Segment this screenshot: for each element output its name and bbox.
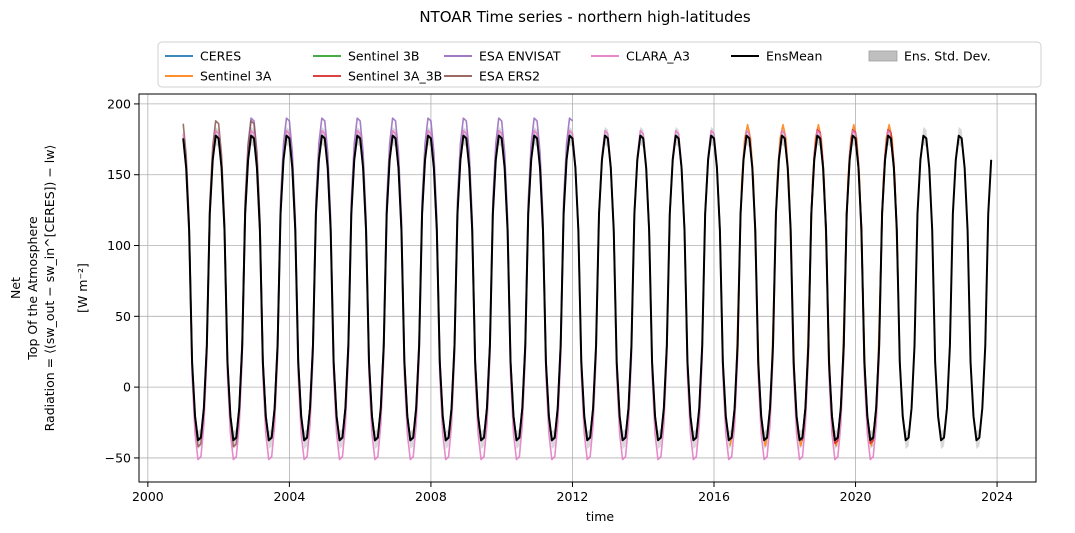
legend-label-ensmean: EnsMean bbox=[766, 49, 822, 64]
x-tick-label: 2004 bbox=[273, 489, 305, 504]
legend-label-ens-std-dev: Ens. Std. Dev. bbox=[904, 49, 991, 64]
x-tick-label: 2012 bbox=[557, 489, 589, 504]
legend-label-clara-a3: CLARA_A3 bbox=[626, 49, 690, 64]
y-axis-label: Net Top Of the Atmosphere Radiation = ⟨(sw… bbox=[8, 145, 90, 432]
grid bbox=[139, 94, 1036, 482]
y-tick-label: −50 bbox=[105, 450, 131, 465]
x-axis-label: time bbox=[586, 509, 615, 524]
y-axis-label-line: Top Of the Atmosphere bbox=[25, 216, 40, 361]
legend-box bbox=[157, 41, 1042, 88]
y-axis: −50 0 50 100 150 200 bbox=[105, 96, 139, 465]
chart-title: NTOAR Time series - northern high-latitu… bbox=[419, 8, 751, 26]
y-tick-label: 50 bbox=[115, 309, 131, 324]
legend-label-sentinel-3b: Sentinel 3B bbox=[348, 49, 420, 64]
x-tick-label: 2008 bbox=[415, 489, 447, 504]
legend-label-sentinel-3a: Sentinel 3A bbox=[200, 69, 272, 84]
plot-frame bbox=[138, 93, 1037, 483]
legend: CERES Sentinel 3A Sentinel 3B Sentinel 3A_3… bbox=[157, 41, 1042, 88]
plot-background bbox=[139, 94, 1036, 482]
y-tick-label: 100 bbox=[107, 238, 131, 253]
legend-label-ceres: CERES bbox=[200, 49, 241, 64]
x-tick-label: 2000 bbox=[132, 489, 164, 504]
legend-label-sentinel-3a-3b: Sentinel 3A_3B bbox=[348, 69, 442, 84]
series-line-ensmean bbox=[182, 134, 993, 442]
x-axis: 2000 2004 2008 2012 2016 2020 2024 bbox=[132, 482, 1013, 504]
y-tick-label: 0 bbox=[123, 380, 131, 395]
y-tick-label: 200 bbox=[107, 96, 131, 111]
legend-label-esa-envisat: ESA ENVISAT bbox=[479, 49, 561, 64]
legend-swatch-ens-std-dev bbox=[868, 50, 898, 62]
x-tick-label: 2020 bbox=[840, 489, 872, 504]
series-layer bbox=[182, 117, 993, 461]
y-tick-label: 150 bbox=[107, 167, 131, 182]
y-axis-label-line: Net bbox=[8, 277, 23, 299]
x-tick-label: 2024 bbox=[981, 489, 1013, 504]
x-tick-label: 2016 bbox=[698, 489, 730, 504]
plot-area bbox=[138, 93, 1037, 483]
y-axis-label-line: Radiation = ⟨(sw_out − sw_in^[CERES]) − … bbox=[42, 145, 57, 432]
legend-label-esa-ers2: ESA ERS2 bbox=[479, 69, 540, 84]
y-axis-label-line: [W m⁻²] bbox=[75, 263, 90, 313]
